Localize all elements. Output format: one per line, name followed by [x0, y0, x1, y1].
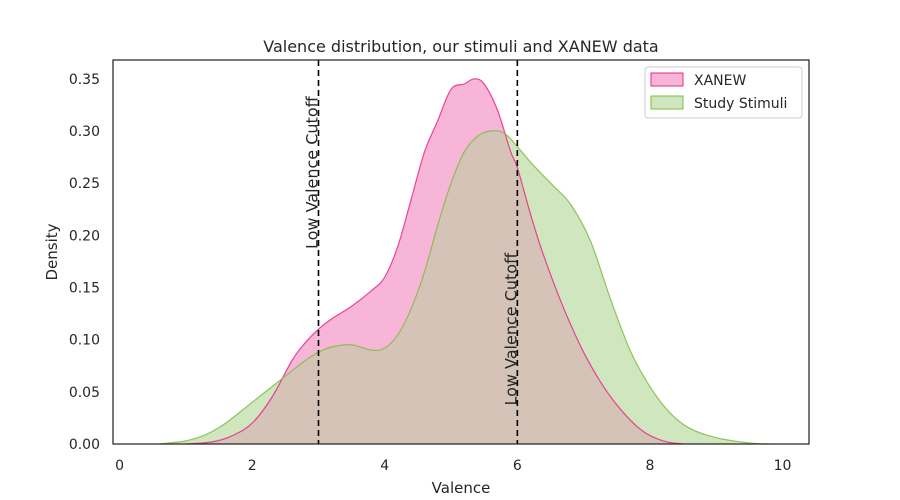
x-tick-label: 4: [380, 458, 389, 474]
plot-fills: [159, 78, 770, 445]
x-tick-label: 6: [513, 458, 522, 474]
x-tick-label: 8: [645, 458, 654, 474]
y-tick-label: 0.10: [69, 333, 100, 349]
y-tick-label: 0.00: [69, 437, 100, 453]
line-study-stimuli: [159, 130, 770, 445]
x-axis-label: Valence: [432, 479, 491, 497]
cutoff-lines: Low Valence Cutoff Low Valence Cutoff: [302, 60, 520, 444]
chart-title: Valence distribution, our stimuli and XA…: [263, 37, 658, 56]
x-tick-label: 0: [115, 458, 124, 474]
plot-lines: [159, 78, 770, 445]
legend-swatch-study-stimuli: [650, 95, 684, 110]
y-axis-ticks: 0.00 0.05 0.10 0.15 0.20 0.25 0.30 0.35: [69, 72, 100, 453]
y-tick-label: 0.35: [69, 72, 100, 88]
y-tick-label: 0.15: [69, 280, 100, 296]
line-xanew: [185, 78, 684, 445]
y-tick-label: 0.25: [69, 176, 100, 192]
legend-label-study-stimuli: Study Stimuli: [694, 96, 787, 112]
y-axis-label: Density: [43, 223, 61, 280]
y-tick-label: 0.30: [69, 124, 100, 140]
plot-frame: [112, 59, 810, 445]
cutoff-label-1: Low Valence Cutoff: [501, 252, 520, 406]
legend: XANEW Study Stimuli: [644, 66, 803, 119]
cutoff-label-0: Low Valence Cutoff: [302, 95, 321, 249]
area-overlap: [185, 130, 684, 444]
legend-label-xanew: XANEW: [694, 73, 746, 89]
y-tick-label: 0.05: [69, 385, 100, 401]
y-tick-label: 0.20: [69, 228, 100, 244]
x-axis-ticks: 0 2 4 6 8 10: [115, 458, 791, 474]
x-tick-label: 2: [248, 458, 257, 474]
legend-box: [644, 66, 803, 119]
x-tick-label: 10: [774, 458, 792, 474]
legend-swatch-xanew: [650, 72, 684, 87]
